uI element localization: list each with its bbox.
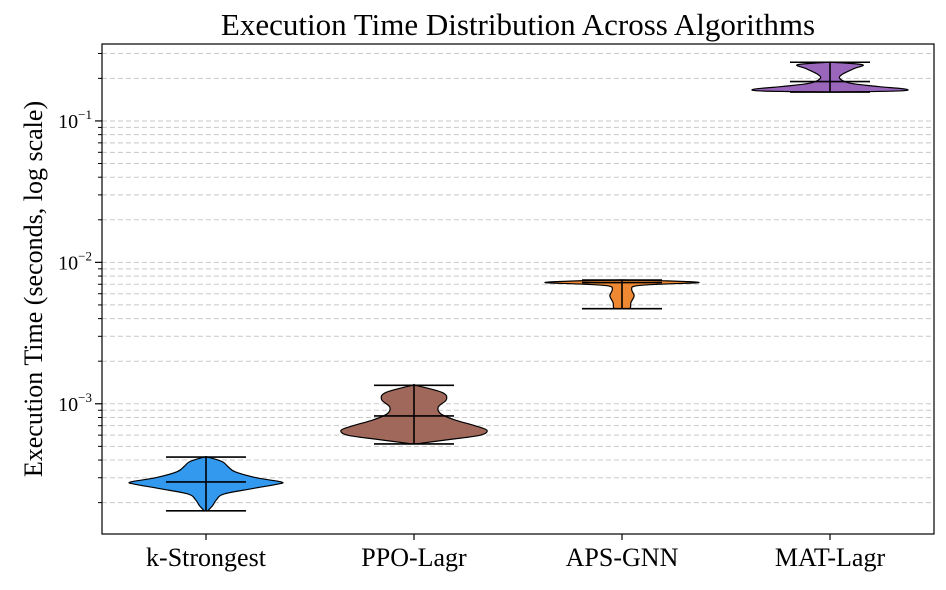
x-tick-label-aps-gnn: APS-GNN [566,543,679,572]
grid-layer [102,52,934,504]
axis-layer: 10−310−210−1k-Strongest PPO-Lagr APS-GNN MA… [58,43,935,572]
y-tick-label: 10−1 [58,107,92,133]
x-tick-label-mat-lagr: MAT-Lagr [775,543,886,572]
violin-k-strongest [128,455,284,512]
y-tick-label: 10−2 [58,248,92,274]
x-tick-label-ppo-lagr: PPO-Lagr [361,543,467,572]
y-tick-label: 10−3 [58,390,92,416]
y-tick-exponent: −3 [78,390,92,405]
plot-frame [101,43,935,535]
x-tick-label-k-strongest: k-Strongest [146,543,267,572]
y-tick-base: 10 [58,252,78,274]
y-tick-exponent: −1 [78,107,92,122]
y-tick-base: 10 [58,111,78,133]
violin-layer [128,61,909,512]
y-axis-label: Execution Time (seconds, log scale) [19,101,48,477]
y-tick-exponent: −2 [78,248,92,263]
violin-mat-lagr [751,61,909,93]
violin-ppo-lagr [340,383,488,445]
violin-aps-gnn [544,279,700,310]
chart-title: Execution Time Distribution Across Algor… [221,7,815,42]
y-tick-base: 10 [58,394,78,416]
